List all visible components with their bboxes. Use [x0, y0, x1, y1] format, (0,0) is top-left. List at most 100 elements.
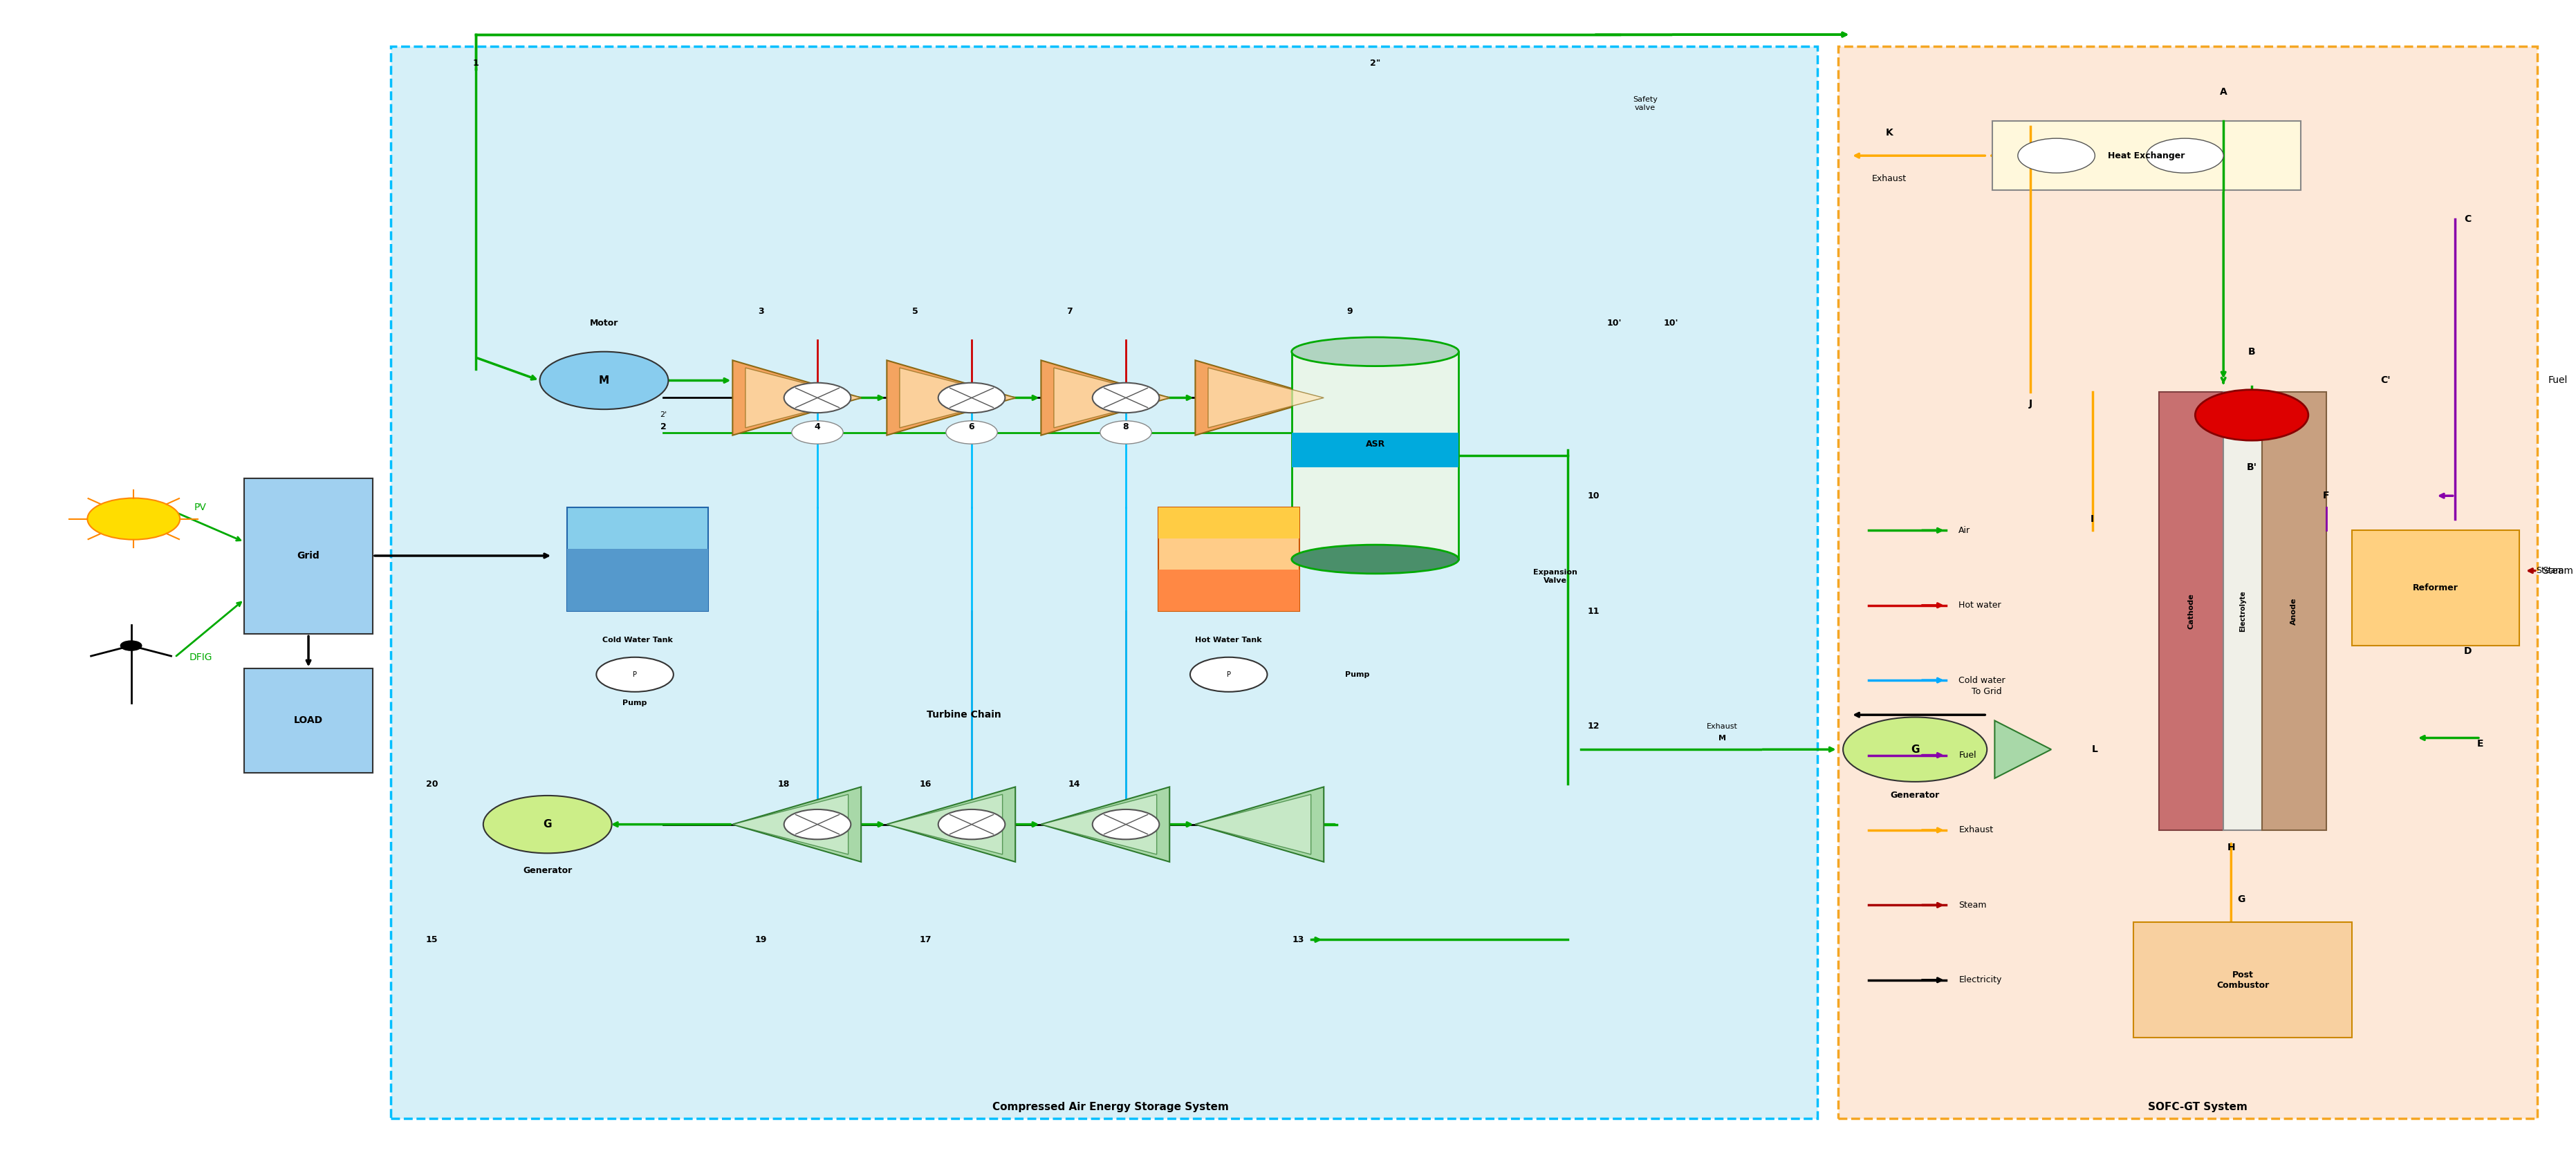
- Circle shape: [791, 421, 842, 444]
- Text: Exhaust: Exhaust: [1958, 826, 1994, 835]
- Polygon shape: [1195, 794, 1311, 854]
- Polygon shape: [886, 794, 1002, 854]
- FancyBboxPatch shape: [245, 478, 374, 634]
- Text: P: P: [634, 671, 636, 678]
- Text: DFIG: DFIG: [188, 653, 211, 662]
- Circle shape: [2195, 390, 2308, 440]
- Text: Electricity: Electricity: [1958, 975, 2002, 985]
- Text: PV: PV: [193, 503, 206, 512]
- Text: Fuel: Fuel: [2548, 376, 2568, 385]
- Circle shape: [1100, 421, 1151, 444]
- Text: Steam: Steam: [2535, 566, 2563, 575]
- Text: Cathode: Cathode: [2187, 593, 2195, 630]
- Text: G: G: [544, 820, 551, 829]
- Text: L: L: [2092, 745, 2097, 754]
- FancyBboxPatch shape: [1291, 352, 1458, 559]
- Text: Pump: Pump: [623, 700, 647, 707]
- Polygon shape: [732, 360, 860, 435]
- Text: Heat Exchanger: Heat Exchanger: [2107, 151, 2184, 160]
- Text: 12: 12: [1587, 722, 1600, 731]
- FancyBboxPatch shape: [2352, 530, 2519, 646]
- Polygon shape: [1041, 794, 1157, 854]
- Text: 2': 2': [659, 412, 667, 419]
- Text: Exhaust: Exhaust: [1873, 174, 1906, 183]
- Text: Post
Combustor: Post Combustor: [2215, 971, 2269, 989]
- Text: Hot water: Hot water: [1958, 601, 2002, 610]
- Text: ASR: ASR: [1365, 439, 1386, 449]
- Text: 1: 1: [471, 59, 479, 68]
- Circle shape: [1190, 657, 1267, 692]
- Text: SOFC-GT System: SOFC-GT System: [2148, 1102, 2246, 1111]
- Text: 9: 9: [1347, 307, 1352, 316]
- FancyBboxPatch shape: [1159, 570, 1298, 611]
- Text: Grid: Grid: [296, 551, 319, 560]
- Text: 4: 4: [814, 422, 819, 431]
- Circle shape: [938, 809, 1005, 839]
- Polygon shape: [1041, 360, 1170, 435]
- FancyBboxPatch shape: [1991, 121, 2300, 190]
- Text: 15: 15: [425, 935, 438, 944]
- Text: Turbine Chain: Turbine Chain: [927, 710, 1002, 719]
- FancyBboxPatch shape: [2262, 392, 2326, 830]
- Polygon shape: [732, 794, 848, 854]
- Text: Hot Water Tank: Hot Water Tank: [1195, 636, 1262, 643]
- Text: 8: 8: [1123, 422, 1128, 431]
- Text: Anode: Anode: [2290, 597, 2298, 625]
- Text: Pump: Pump: [1345, 671, 1370, 678]
- Text: P: P: [1226, 671, 1231, 678]
- Circle shape: [1092, 809, 1159, 839]
- Text: 2": 2": [1370, 59, 1381, 68]
- Text: Fuel: Fuel: [1958, 751, 1976, 760]
- Text: G: G: [2239, 895, 2246, 904]
- Circle shape: [541, 352, 667, 409]
- FancyBboxPatch shape: [1159, 507, 1298, 611]
- Text: C: C: [2465, 214, 2470, 224]
- Text: To Grid: To Grid: [1971, 687, 2002, 696]
- Text: G: G: [1911, 745, 1919, 754]
- Polygon shape: [1208, 368, 1324, 428]
- FancyBboxPatch shape: [2159, 392, 2223, 830]
- Text: B: B: [2249, 347, 2257, 356]
- Text: Generator: Generator: [1891, 791, 1940, 800]
- Circle shape: [783, 383, 850, 413]
- Polygon shape: [1041, 786, 1170, 862]
- Text: E: E: [2478, 739, 2483, 748]
- Circle shape: [2017, 138, 2094, 173]
- Text: Expansion
Valve: Expansion Valve: [1533, 570, 1577, 583]
- Text: Electrolyte: Electrolyte: [2239, 590, 2246, 632]
- Text: B': B': [2246, 462, 2257, 472]
- FancyBboxPatch shape: [2133, 922, 2352, 1038]
- Text: Cold Water Tank: Cold Water Tank: [603, 636, 672, 643]
- Circle shape: [945, 421, 997, 444]
- Ellipse shape: [1291, 338, 1458, 367]
- Text: 7: 7: [1066, 307, 1072, 316]
- Polygon shape: [1195, 360, 1324, 435]
- Text: Steam: Steam: [2543, 566, 2573, 575]
- Circle shape: [1092, 383, 1159, 413]
- Polygon shape: [899, 368, 1015, 428]
- Text: 20: 20: [425, 779, 438, 789]
- Polygon shape: [1054, 368, 1170, 428]
- Text: Reformer: Reformer: [2414, 583, 2458, 593]
- FancyBboxPatch shape: [1837, 46, 2537, 1118]
- FancyBboxPatch shape: [1159, 507, 1298, 538]
- Polygon shape: [744, 368, 860, 428]
- Circle shape: [2146, 138, 2223, 173]
- Circle shape: [484, 796, 611, 853]
- Text: J: J: [2030, 399, 2032, 408]
- Text: H: H: [2228, 843, 2236, 852]
- Text: 18: 18: [778, 779, 791, 789]
- FancyBboxPatch shape: [567, 507, 708, 611]
- Text: Compressed Air Energy Storage System: Compressed Air Energy Storage System: [992, 1102, 1229, 1111]
- Text: 14: 14: [1069, 779, 1079, 789]
- Text: 10': 10': [1664, 318, 1677, 327]
- Ellipse shape: [1291, 545, 1458, 574]
- FancyBboxPatch shape: [2223, 392, 2262, 830]
- Text: Exhaust: Exhaust: [1708, 723, 1739, 730]
- Polygon shape: [886, 360, 1015, 435]
- Text: Safety
valve: Safety valve: [1633, 97, 1656, 111]
- Text: 13: 13: [1293, 935, 1303, 944]
- Circle shape: [121, 641, 142, 650]
- Text: 17: 17: [920, 935, 933, 944]
- Text: Air: Air: [1958, 526, 1971, 535]
